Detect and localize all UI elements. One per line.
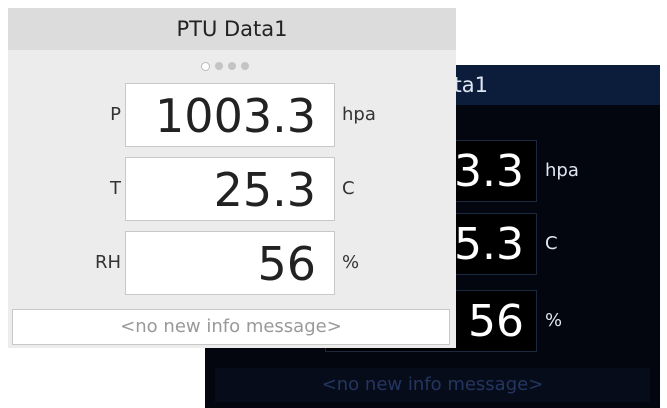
value-box: 1003.3 (125, 83, 335, 147)
row-label: P (8, 83, 121, 147)
value-box: 25.3 (125, 157, 335, 221)
row-unit: % (545, 290, 562, 352)
info-message: <no new info message> (12, 309, 450, 345)
value-box: 56 (125, 231, 335, 295)
page-dot-active[interactable] (201, 62, 210, 71)
row-unit: hpa (342, 83, 376, 147)
page-dot[interactable] (228, 62, 236, 70)
info-message: <no new info message> (215, 368, 650, 402)
page-dot[interactable] (215, 62, 223, 70)
row-label: RH (8, 231, 121, 295)
row-unit: hpa (545, 140, 579, 202)
page-dot[interactable] (241, 62, 249, 70)
row-unit: % (342, 231, 359, 295)
row-unit: C (545, 213, 558, 275)
row-unit: C (342, 157, 355, 221)
page: PTU Data1 P1003.3hpaT25.3CRH56%<no new i… (0, 0, 667, 408)
panel-title: PTU Data1 (8, 8, 456, 50)
row-label: T (8, 157, 121, 221)
